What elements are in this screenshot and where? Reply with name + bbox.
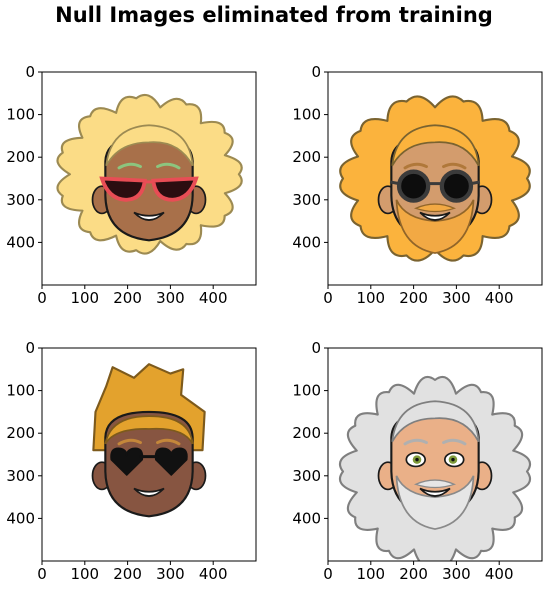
hair-fringe bbox=[391, 124, 480, 167]
y-tick-label: 200 bbox=[292, 424, 321, 442]
x-tick-label: 100 bbox=[70, 565, 99, 583]
left-pupil bbox=[415, 457, 419, 462]
right-eyebrow bbox=[156, 162, 181, 170]
left-eyebrow bbox=[403, 438, 428, 446]
hair-fringe bbox=[391, 400, 480, 443]
x-tick-label: 400 bbox=[485, 565, 514, 583]
x-tick-label: 0 bbox=[323, 289, 333, 307]
y-tick-label: 0 bbox=[311, 63, 321, 81]
x-tick-label: 400 bbox=[485, 289, 514, 307]
right-eyebrow bbox=[442, 438, 467, 446]
y-tick-label: 0 bbox=[25, 339, 35, 357]
left-lens bbox=[110, 447, 144, 476]
x-tick-label: 200 bbox=[399, 565, 428, 583]
mouth-shape bbox=[133, 487, 165, 497]
x-tick-label: 300 bbox=[156, 289, 185, 307]
left-eyebrow bbox=[117, 438, 142, 446]
moustache-shape bbox=[413, 203, 457, 213]
x-tick-label: 300 bbox=[156, 565, 185, 583]
y-tick-label: 400 bbox=[292, 233, 321, 251]
right-lens bbox=[439, 169, 474, 203]
glasses-arm-left bbox=[389, 180, 400, 186]
left-lens bbox=[99, 176, 147, 202]
glasses-arm-right bbox=[470, 180, 481, 186]
beard-shape bbox=[395, 199, 475, 254]
y-tick-label: 400 bbox=[292, 509, 321, 527]
y-tick-label: 200 bbox=[6, 148, 35, 166]
x-tick-label: 200 bbox=[113, 289, 142, 307]
avatar-image bbox=[91, 363, 207, 518]
left-eyebrow bbox=[403, 162, 428, 170]
mouth-shape bbox=[419, 487, 451, 497]
y-tick-label: 300 bbox=[292, 191, 321, 209]
x-tick-label: 100 bbox=[70, 289, 99, 307]
axes-frame bbox=[327, 71, 543, 286]
x-tick-label: 0 bbox=[323, 565, 333, 583]
hair-fringe bbox=[104, 415, 194, 445]
x-tick-label: 300 bbox=[442, 289, 471, 307]
face-shape bbox=[104, 410, 194, 518]
x-tick-label: 200 bbox=[113, 565, 142, 583]
mouth-shape bbox=[419, 211, 451, 221]
avatar-image bbox=[338, 375, 532, 561]
y-tick-label: 100 bbox=[6, 106, 35, 124]
subplot-top-left: 0 100 200 300 400 0 100 200 300 400 bbox=[6, 63, 257, 307]
figure-title: Null Images eliminated from training bbox=[55, 3, 493, 27]
x-tick-label: 200 bbox=[399, 289, 428, 307]
axes-frame bbox=[327, 347, 543, 562]
subplot-top-right: 0 100 200 300 400 0 100 200 300 400 bbox=[292, 63, 543, 307]
y-tick-label: 400 bbox=[6, 509, 35, 527]
x-tick-label: 0 bbox=[37, 565, 47, 583]
y-tick-label: 200 bbox=[6, 424, 35, 442]
right-pupil bbox=[451, 457, 455, 462]
right-eyebrow bbox=[442, 162, 467, 170]
avatar-image bbox=[56, 93, 243, 255]
x-tick-label: 400 bbox=[199, 565, 228, 583]
subplot-bottom-left: 0 100 200 300 400 0 100 200 300 400 bbox=[6, 339, 257, 583]
y-tick-label: 300 bbox=[6, 191, 35, 209]
left-eyebrow bbox=[117, 162, 142, 170]
avatar-image bbox=[339, 95, 531, 262]
mouth-shape bbox=[133, 211, 165, 221]
x-tick-label: 100 bbox=[356, 289, 385, 307]
x-tick-label: 0 bbox=[37, 289, 47, 307]
y-tick-label: 0 bbox=[311, 339, 321, 357]
x-tick-label: 300 bbox=[442, 565, 471, 583]
y-tick-label: 100 bbox=[292, 382, 321, 400]
y-tick-label: 100 bbox=[292, 106, 321, 124]
subplot-bottom-right: 0 100 200 300 400 0 100 200 300 400 bbox=[292, 339, 543, 583]
y-tick-label: 300 bbox=[6, 467, 35, 485]
x-tick-label: 100 bbox=[356, 565, 385, 583]
y-tick-label: 200 bbox=[292, 148, 321, 166]
right-lens bbox=[154, 447, 188, 476]
y-tick-label: 400 bbox=[6, 233, 35, 251]
left-lens bbox=[396, 169, 431, 203]
right-eyebrow bbox=[156, 438, 181, 446]
y-tick-label: 100 bbox=[6, 382, 35, 400]
right-lens bbox=[151, 176, 199, 202]
x-tick-label: 400 bbox=[199, 289, 228, 307]
hair-fringe bbox=[105, 124, 194, 167]
axes-frame bbox=[41, 71, 257, 286]
axes-frame bbox=[41, 347, 257, 562]
moustache-shape bbox=[413, 479, 457, 489]
y-tick-label: 0 bbox=[25, 63, 35, 81]
y-tick-label: 300 bbox=[292, 467, 321, 485]
beard-shape bbox=[395, 475, 475, 530]
